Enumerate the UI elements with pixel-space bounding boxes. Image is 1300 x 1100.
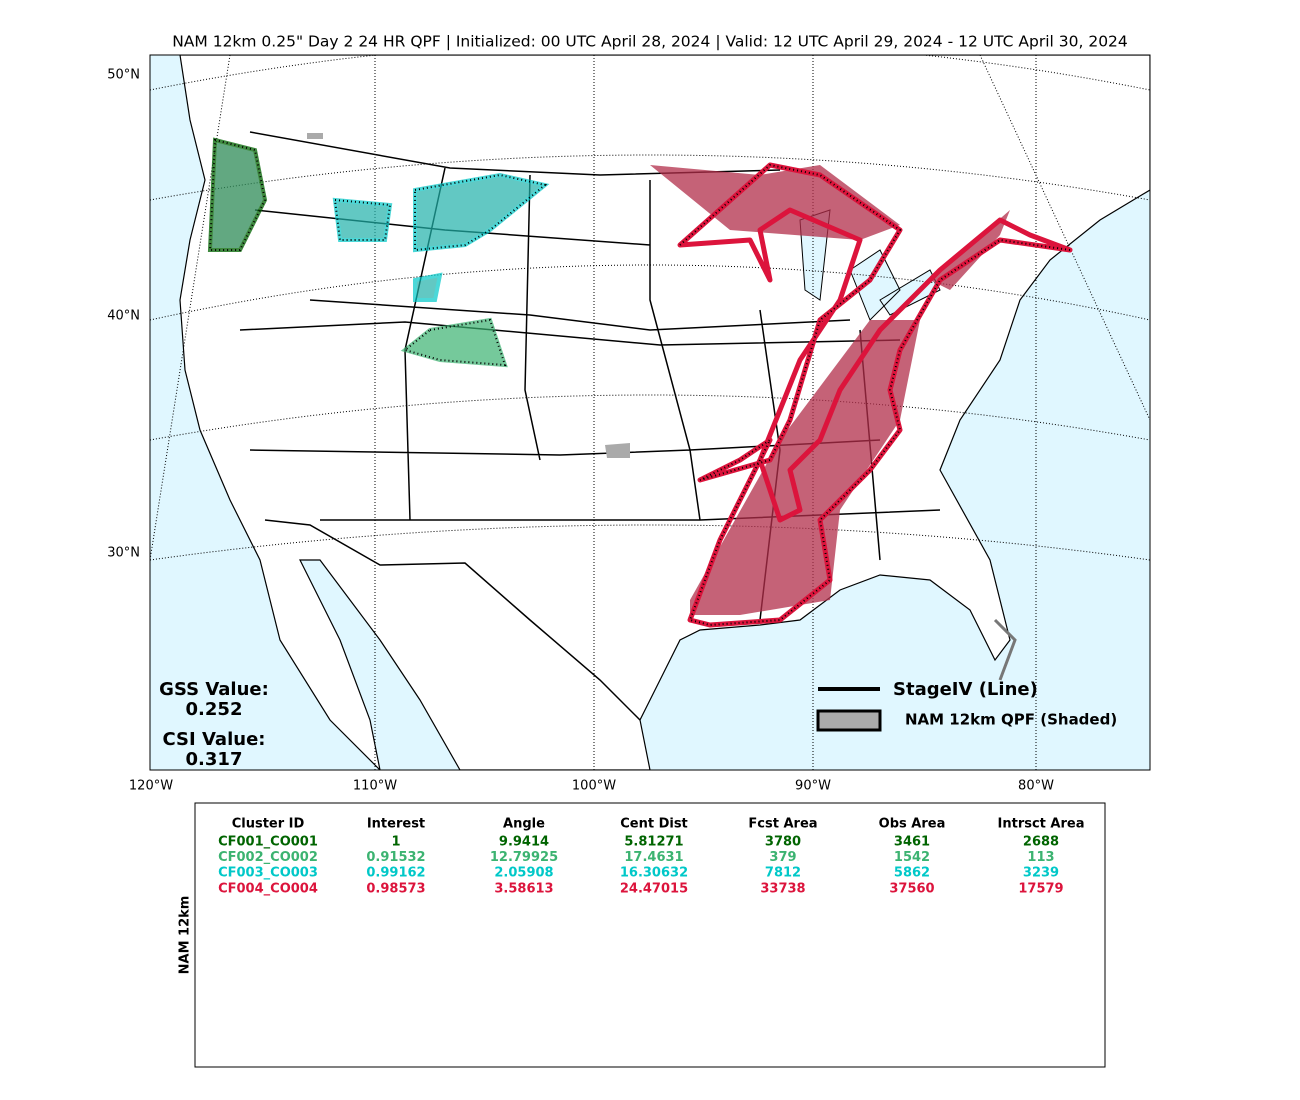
score-value: 0.317 bbox=[186, 749, 243, 770]
lat-label: 30°N bbox=[107, 546, 140, 561]
table-cell: 2688 bbox=[1023, 835, 1059, 850]
table-cell: 3.58613 bbox=[494, 881, 553, 896]
table-frame bbox=[194, 802, 1106, 1068]
table-header: Cluster ID bbox=[232, 817, 305, 832]
table-header: Intrsct Area bbox=[998, 817, 1085, 832]
table-cell: CF004_CO004 bbox=[218, 881, 318, 896]
table-cell: 1 bbox=[391, 835, 400, 850]
table-cell: 1542 bbox=[894, 850, 930, 865]
map-frame bbox=[149, 54, 1151, 771]
table-cell: 0.99162 bbox=[366, 866, 425, 881]
lon-label: 120°W bbox=[129, 779, 173, 794]
table-header: Cent Dist bbox=[620, 817, 688, 832]
table-cell: 17.4631 bbox=[624, 850, 683, 865]
table-cell: 16.30632 bbox=[620, 866, 688, 881]
table-cell: CF001_CO001 bbox=[218, 835, 318, 850]
lon-label: 80°W bbox=[1018, 779, 1054, 794]
table-cell: 379 bbox=[769, 850, 796, 865]
legend-label: NAM 12km QPF (Shaded) bbox=[905, 711, 1117, 729]
table-side-label: NAM 12km bbox=[178, 896, 193, 975]
table-cell: 113 bbox=[1027, 850, 1054, 865]
table-cell: 33738 bbox=[760, 881, 805, 896]
table-cell: 3239 bbox=[1023, 866, 1059, 881]
table-cell: 0.91532 bbox=[366, 850, 425, 865]
lat-label: 40°N bbox=[107, 309, 140, 324]
legend-label: StageIV (Line) bbox=[893, 679, 1038, 700]
legend-swatch bbox=[816, 709, 882, 732]
table-header: Fcst Area bbox=[748, 817, 817, 832]
table-cell: 7812 bbox=[765, 866, 801, 881]
table-cell: 12.79925 bbox=[490, 850, 558, 865]
table-cell: 3780 bbox=[765, 835, 801, 850]
table-cell: 17579 bbox=[1018, 881, 1063, 896]
table-header: Angle bbox=[503, 817, 545, 832]
lon-label: 100°W bbox=[572, 779, 616, 794]
score-label: CSI Value: bbox=[163, 729, 266, 750]
score-value: 0.252 bbox=[186, 699, 243, 720]
table-cell: 3461 bbox=[894, 835, 930, 850]
map bbox=[150, 55, 1150, 770]
table-header: Obs Area bbox=[879, 817, 946, 832]
table-cell: 5862 bbox=[894, 866, 930, 881]
table-cell: CF002_CO002 bbox=[218, 850, 318, 865]
table-cell: 5.81271 bbox=[624, 835, 683, 850]
table-cell: 37560 bbox=[889, 881, 934, 896]
table-header: Interest bbox=[367, 817, 425, 832]
score-label: GSS Value: bbox=[159, 679, 269, 700]
table-cell: 2.05908 bbox=[494, 866, 553, 881]
title: NAM 12km 0.25" Day 2 24 HR QPF | Initial… bbox=[172, 33, 1128, 51]
table-cell: 0.98573 bbox=[366, 881, 425, 896]
lat-label: 50°N bbox=[107, 68, 140, 83]
table-cell: 24.47015 bbox=[620, 881, 688, 896]
lon-label: 90°W bbox=[795, 779, 831, 794]
table-cell: 9.9414 bbox=[499, 835, 549, 850]
lon-label: 110°W bbox=[353, 779, 397, 794]
table-cell: CF003_CO003 bbox=[218, 866, 318, 881]
